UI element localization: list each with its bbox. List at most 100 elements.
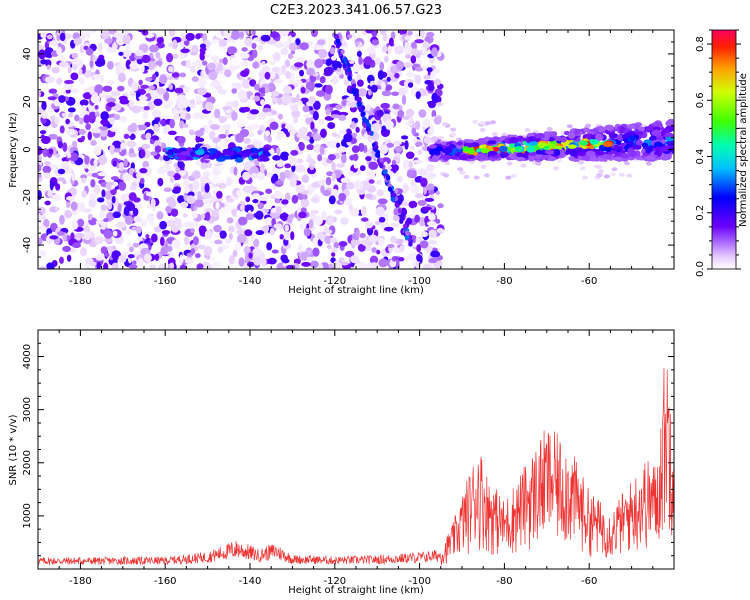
spectrogram-cell	[339, 261, 349, 266]
spectrogram-cell	[96, 197, 105, 203]
spectrogram-cell	[88, 198, 97, 208]
spectrogram-cell	[224, 238, 232, 244]
spectrogram-cell	[100, 225, 107, 230]
spectrogram-cell	[163, 155, 171, 162]
spectrogram-cell	[118, 254, 127, 264]
spectrogram-cell	[291, 194, 299, 204]
spectrogram-cell	[543, 145, 550, 151]
spectrogram-cell	[122, 34, 131, 45]
spectrogram-cell	[408, 116, 414, 126]
spectrogram-cell	[172, 114, 180, 120]
spectrogram-cell	[251, 79, 256, 87]
spectrogram-cell	[138, 95, 148, 101]
spectrogram-cell	[367, 89, 372, 96]
spectrogram-cell	[175, 166, 181, 174]
spectrogram-cell	[59, 32, 66, 42]
spectrogram-cell	[667, 140, 674, 147]
spectrogram-cell	[58, 95, 66, 103]
spectrogram-cell	[368, 234, 379, 243]
spectrogram-cell	[287, 35, 293, 44]
spectrogram-cell	[306, 144, 315, 151]
spectrogram-cell	[363, 56, 373, 66]
spectrogram-cell	[295, 164, 306, 173]
spectrogram-cell	[528, 151, 537, 157]
spectrogram-cell	[134, 49, 144, 57]
spectrogram-cell	[78, 68, 83, 75]
spectrogram-cell	[331, 132, 338, 138]
spectrogram-cell	[222, 123, 232, 130]
spectrogram-cell	[186, 195, 196, 204]
spectrogram-cell	[238, 257, 245, 267]
spectrogram-cell	[428, 229, 437, 239]
spectrogram-cell	[553, 135, 563, 142]
spectrogram-cell	[178, 170, 187, 176]
tick-label: 0.4	[695, 149, 706, 165]
spectrogram-cell	[136, 226, 142, 234]
spectrogram-cell	[127, 124, 137, 133]
spectrogram-cell	[357, 88, 368, 97]
spectrogram-cell	[150, 198, 156, 208]
spectrogram-cell	[429, 171, 434, 180]
tick-label: 20	[22, 95, 33, 108]
spectrogram-cell	[589, 155, 597, 162]
spectrogram-cell	[376, 179, 382, 185]
spectrogram-cell	[338, 114, 347, 121]
spectrogram-cell	[113, 148, 121, 153]
spectrogram-cell	[140, 64, 145, 73]
spectrogram-cell	[241, 47, 248, 52]
spectrogram-cell	[56, 46, 62, 56]
spectrogram-cell	[71, 52, 79, 59]
spectrogram-cell	[336, 142, 341, 149]
spectrogram-cell	[406, 71, 414, 78]
spectrogram-cell	[414, 67, 424, 72]
spectrogram-cell	[152, 73, 157, 81]
spectrogram-cell	[56, 77, 63, 85]
spectrogram-cell	[479, 128, 486, 133]
spectrogram-cell	[100, 204, 108, 211]
spectrogram-cell	[294, 62, 304, 68]
spectrogram-cell	[100, 111, 110, 121]
spectrogram-cell	[431, 92, 438, 103]
spectrogram-cell	[376, 249, 381, 255]
spectrogram-cell	[60, 163, 66, 170]
spectrogram-cell	[567, 144, 577, 149]
spectrogram-cell	[386, 243, 395, 248]
spectrogram-cell	[317, 39, 326, 46]
spectrogram-cell	[215, 201, 220, 210]
spectrogram-cell	[283, 85, 292, 95]
spectrogram-cell	[291, 104, 299, 112]
spectrogram-cell	[501, 132, 508, 137]
spectrogram-cell	[309, 260, 319, 269]
spectrogram-cell	[177, 53, 185, 60]
spectrogram-cell	[318, 48, 328, 59]
spectrogram-cell	[143, 106, 150, 111]
spectrogram-cell	[603, 174, 610, 179]
spectrogram-cell	[602, 141, 613, 148]
spectrogram-cell	[41, 111, 49, 119]
spectrogram-cell	[381, 157, 391, 165]
spectrogram-cell	[391, 256, 397, 262]
tick-label: -120	[323, 276, 346, 287]
spectrogram-cell	[330, 189, 339, 196]
spectrogram-cell	[267, 257, 277, 265]
spectrogram-cell	[359, 233, 366, 239]
spectrogram-cell	[194, 253, 201, 259]
spectrogram-cell	[371, 247, 377, 254]
spectrogram-cell	[441, 122, 448, 127]
spectrogram-cell	[228, 254, 235, 265]
tick-label: 2000	[22, 450, 33, 475]
spectrogram-cell	[326, 171, 334, 177]
spectrogram-cell	[335, 104, 343, 110]
spectrogram-cell	[436, 227, 445, 234]
spectrogram-cell	[392, 214, 399, 221]
spectrogram-cell	[371, 123, 381, 132]
spectrogram-cell	[408, 160, 413, 169]
spectrogram-cell	[47, 96, 57, 101]
spectrogram-cell	[78, 117, 84, 125]
spectrogram-cell	[70, 201, 78, 211]
spectrogram-cell	[216, 190, 223, 199]
spectrogram-cell	[257, 129, 263, 136]
spectrogram-cell	[350, 255, 359, 264]
spectrogram-cell	[234, 156, 244, 163]
spectrogram-cell	[80, 177, 87, 184]
